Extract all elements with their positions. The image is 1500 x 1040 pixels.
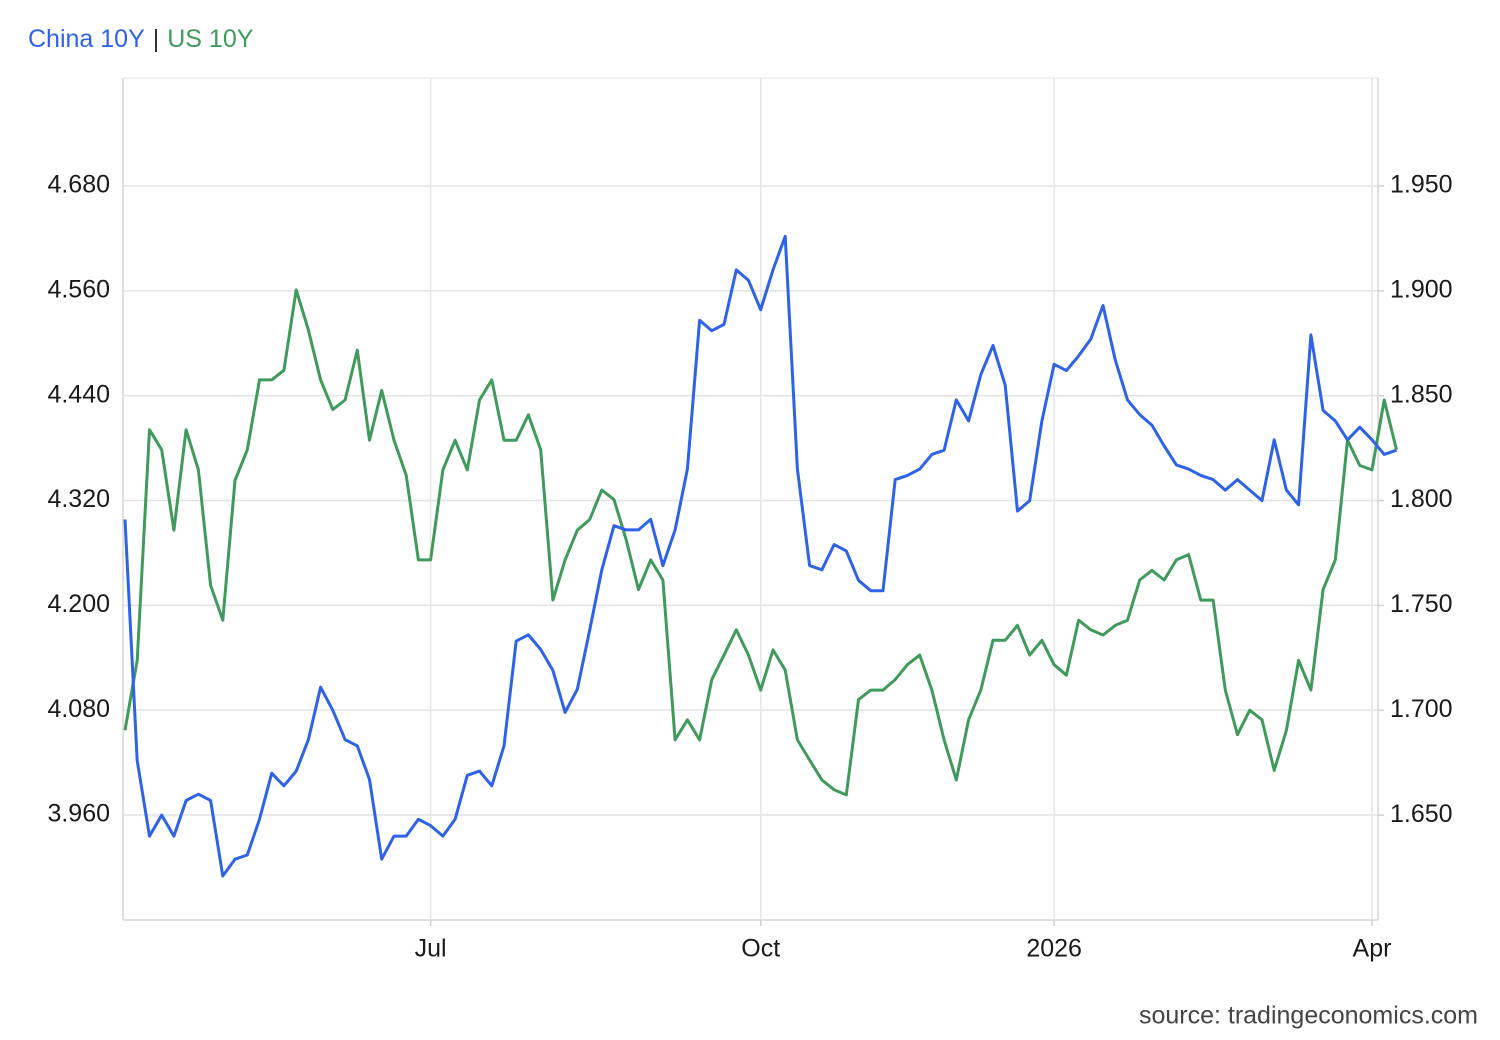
series-line (123, 288, 1398, 797)
x-tick-label: 2026 (1026, 935, 1082, 963)
y-tick-label: 4.320 (47, 485, 110, 513)
y2-tick-label: 1.950 (1390, 171, 1453, 199)
y-tick-label: 4.560 (47, 275, 110, 303)
legend-separator: | (153, 25, 160, 53)
y-tick-label: 4.440 (47, 380, 110, 408)
y2-tick-label: 1.700 (1390, 695, 1453, 723)
source-note: source: tradingeconomics.com (1139, 1002, 1478, 1030)
y2-tick-label: 1.800 (1390, 485, 1453, 513)
x-tick-label: Apr (1353, 935, 1392, 963)
y-tick-label: 4.200 (47, 590, 110, 618)
series-line (123, 234, 1397, 878)
legend-entry: US 10Y (167, 25, 253, 53)
y2-tick-label: 1.850 (1390, 380, 1453, 408)
legend: China 10Y | US 10Y (28, 25, 254, 53)
y-tick-label: 4.080 (47, 695, 110, 723)
y-tick-label: 4.680 (47, 171, 110, 199)
legend-entry: China 10Y (28, 25, 145, 53)
y2-tick-label: 1.650 (1390, 800, 1453, 828)
y-tick-label: 3.960 (47, 800, 110, 828)
x-tick-label: Oct (741, 935, 780, 963)
y2-tick-label: 1.750 (1390, 590, 1453, 618)
x-tick-label: Jul (415, 935, 447, 963)
y2-tick-label: 1.900 (1390, 275, 1453, 303)
